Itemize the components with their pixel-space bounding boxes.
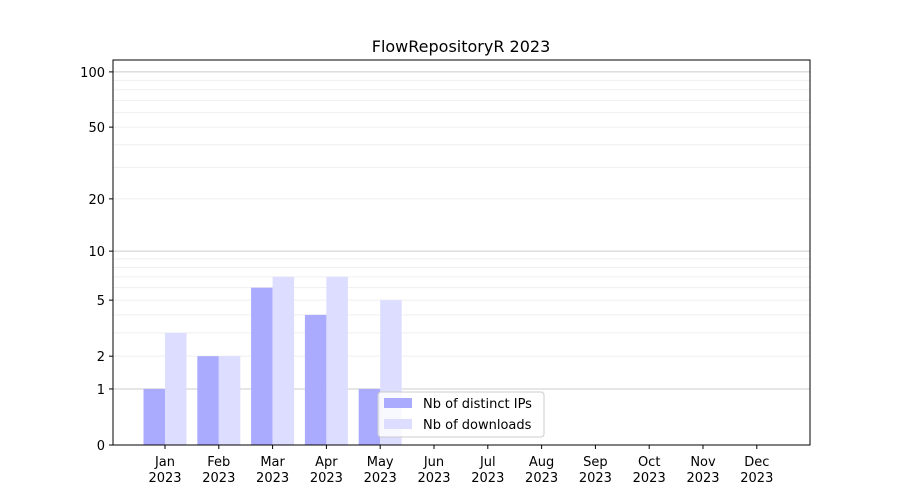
legend-swatch bbox=[384, 398, 412, 408]
legend-label: Nb of downloads bbox=[423, 418, 532, 433]
x-tick-label-line: 2023 bbox=[525, 471, 558, 486]
x-tick-label-line: Jan bbox=[154, 455, 175, 470]
x-tick-label: Feb 2023 bbox=[202, 455, 235, 486]
legend: Nb of distinct IPs Nb of downloads bbox=[377, 391, 545, 438]
x-tick-label-line: Nov bbox=[690, 455, 716, 470]
x-tick-label-line: Sep bbox=[583, 455, 608, 470]
legend-box bbox=[377, 391, 545, 438]
x-tick-label-line: 2023 bbox=[148, 471, 181, 486]
x-tick-label-line: 2023 bbox=[740, 471, 773, 486]
y-tick-label: 1 bbox=[97, 383, 105, 398]
x-tick-label-line: 2023 bbox=[686, 471, 719, 486]
legend-label: Nb of distinct IPs bbox=[423, 397, 532, 412]
bar-downloads bbox=[326, 276, 348, 445]
y-tick-label: 50 bbox=[88, 121, 105, 136]
x-tick-label: May 2023 bbox=[364, 455, 397, 486]
bar-downloads bbox=[218, 356, 241, 445]
x-tick-label: Sep 2023 bbox=[579, 455, 612, 486]
y-tick-label: 0 bbox=[97, 439, 105, 454]
x-tick-label-line: 2023 bbox=[579, 471, 612, 486]
x-tick-label-line: 2023 bbox=[633, 471, 666, 486]
y-tick-label: 100 bbox=[80, 66, 105, 81]
x-tick-label-line: 2023 bbox=[310, 471, 343, 486]
x-tick-label-line: 2023 bbox=[202, 471, 235, 486]
x-tick-label-line: Mar bbox=[260, 455, 285, 470]
x-tick-label-line: 2023 bbox=[417, 471, 450, 486]
y-tick-label: 10 bbox=[88, 245, 105, 260]
bar-distinct-ips bbox=[358, 388, 381, 445]
x-tick-label-line: 2023 bbox=[471, 471, 504, 486]
bar-distinct-ips bbox=[304, 314, 327, 445]
x-tick-label: Oct 2023 bbox=[633, 455, 666, 486]
x-tick-label-line: Jul bbox=[479, 455, 496, 470]
bar-distinct-ips bbox=[197, 356, 219, 445]
x-tick-label-line: 2023 bbox=[364, 471, 397, 486]
y-tick-label: 2 bbox=[97, 350, 105, 365]
x-tick-label-line: Feb bbox=[207, 455, 230, 470]
x-tick-label: Jan 2023 bbox=[148, 455, 181, 486]
bar-distinct-ips bbox=[143, 388, 165, 445]
x-tick-label-line: Dec bbox=[744, 455, 769, 470]
legend-swatch bbox=[384, 419, 412, 429]
x-tick-label: Nov 2023 bbox=[686, 455, 719, 486]
x-tick-label-line: Apr bbox=[315, 455, 338, 470]
x-tick-label: Aug 2023 bbox=[525, 455, 558, 486]
x-tick-label-line: Jun bbox=[423, 455, 444, 470]
x-tick-label-line: 2023 bbox=[256, 471, 289, 486]
x-tick-label: Jul 2023 bbox=[471, 455, 504, 486]
y-tick-label: 5 bbox=[97, 294, 105, 309]
bar-distinct-ips bbox=[251, 287, 273, 445]
x-tick-label: Mar 2023 bbox=[256, 455, 289, 486]
bar-downloads bbox=[165, 332, 187, 445]
x-tick-label: Dec 2023 bbox=[740, 455, 773, 486]
plot-frame bbox=[112, 59, 811, 446]
x-tick-label: Jun 2023 bbox=[417, 455, 450, 486]
x-tick-label-line: Oct bbox=[638, 455, 660, 470]
chart-title: FlowRepositoryR 2023 bbox=[372, 37, 551, 56]
bar-downloads bbox=[272, 276, 295, 445]
y-tick-label: 20 bbox=[88, 193, 105, 208]
x-tick-label: Apr 2023 bbox=[310, 455, 343, 486]
x-tick-label-line: Aug bbox=[529, 455, 554, 470]
x-tick-label-line: May bbox=[367, 455, 394, 470]
